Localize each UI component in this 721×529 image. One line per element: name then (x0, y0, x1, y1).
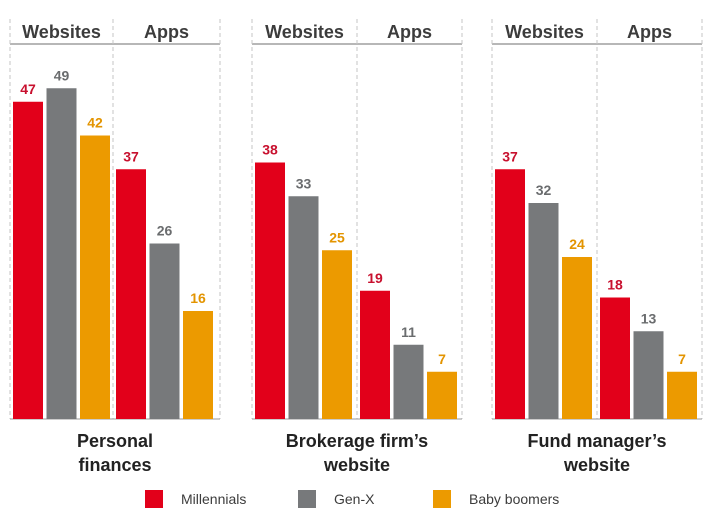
data-label: 38 (262, 142, 278, 158)
data-label: 7 (438, 351, 446, 367)
bar (255, 162, 285, 419)
data-label: 26 (157, 223, 173, 239)
data-label: 16 (190, 290, 206, 306)
bar (633, 331, 664, 419)
data-label: 25 (329, 229, 345, 245)
data-label: 18 (607, 277, 623, 293)
panel-header-apps: Apps (144, 22, 189, 42)
bar (322, 250, 352, 419)
bar (288, 196, 319, 419)
legend-label: Baby boomers (469, 491, 560, 507)
data-label: 24 (569, 236, 585, 252)
panel-header-websites: Websites (505, 22, 584, 42)
legend-item: Millennials (145, 487, 246, 511)
data-label: 19 (367, 270, 383, 286)
data-label: 32 (536, 182, 552, 198)
data-label: 33 (296, 175, 312, 191)
data-label: 13 (641, 310, 657, 326)
bar (360, 290, 390, 419)
bar (13, 101, 43, 419)
bar (80, 135, 110, 419)
bar (427, 371, 457, 419)
group-title-line: Personal (77, 431, 153, 451)
bar (495, 169, 525, 419)
legend: Millennials Gen-X Baby boomers (0, 487, 721, 511)
legend-item: Baby boomers (433, 487, 559, 511)
bar (393, 344, 424, 419)
bar (667, 371, 697, 419)
bar (116, 169, 146, 419)
data-label: 11 (401, 324, 416, 340)
panel-header-websites: Websites (265, 22, 344, 42)
data-label: 37 (502, 148, 518, 164)
legend-label: Gen-X (334, 491, 375, 507)
group-title-line: finances (78, 455, 151, 475)
data-label: 7 (678, 351, 686, 367)
bar (46, 88, 77, 419)
bar (183, 311, 213, 419)
legend-swatch (433, 490, 451, 508)
data-label: 42 (87, 115, 103, 131)
data-label: 49 (54, 67, 70, 83)
legend-swatch (298, 490, 316, 508)
legend-label: Millennials (181, 491, 247, 507)
group-title-line: Brokerage firm’s (286, 431, 428, 451)
panel-header-apps: Apps (627, 22, 672, 42)
group-title-line: website (323, 455, 390, 475)
panel-header-apps: Apps (387, 22, 432, 42)
legend-item: Gen-X (298, 487, 374, 511)
bar (149, 243, 180, 419)
bar (600, 297, 630, 419)
panel-header-websites: Websites (22, 22, 101, 42)
data-label: 37 (123, 148, 139, 164)
data-label: 47 (20, 81, 36, 97)
bar (528, 203, 559, 419)
legend-swatch (145, 490, 163, 508)
bar (562, 257, 592, 419)
group-title-line: Fund manager’s (527, 431, 666, 451)
group-title-line: website (563, 455, 630, 475)
